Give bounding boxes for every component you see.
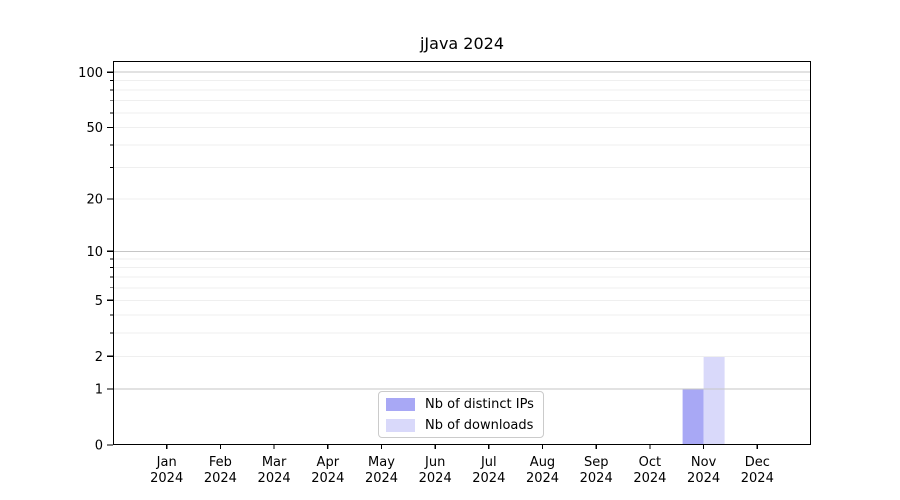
x-tick-label-year: 2024 bbox=[687, 471, 720, 486]
x-tick-label-year: 2024 bbox=[311, 471, 344, 486]
x-tick-label-year: 2024 bbox=[150, 471, 183, 486]
x-tick-label-month: Oct bbox=[639, 455, 661, 470]
x-axis: Jan2024Feb2024Mar2024Apr2024May2024Jun20… bbox=[150, 445, 774, 486]
y-tick-label: 20 bbox=[86, 193, 103, 208]
y-tick-label: 1 bbox=[95, 383, 103, 398]
legend-swatch-downloads bbox=[386, 418, 415, 432]
x-tick-label-month: Mar bbox=[262, 455, 287, 470]
y-axis: 0 1 2 5 10 20 50 100 bbox=[78, 66, 113, 454]
x-tick-label-month: Sep bbox=[584, 455, 609, 470]
x-tick-label-year: 2024 bbox=[365, 471, 398, 486]
x-tick-label-month: Jul bbox=[480, 455, 497, 470]
chart-title: jJava 2024 bbox=[419, 34, 505, 53]
bar-nov-2024-nb-of-distinct-ips bbox=[682, 389, 704, 445]
y-tick-label: 5 bbox=[95, 294, 103, 309]
legend-item-distinct-ips: Nb of distinct IPs bbox=[386, 397, 535, 412]
x-tick-label-year: 2024 bbox=[472, 471, 505, 486]
x-tick-label-month: Dec bbox=[745, 455, 770, 470]
gridlines bbox=[113, 71, 811, 390]
legend-label-distinct-ips: Nb of distinct IPs bbox=[425, 396, 534, 412]
x-tick-label-month: May bbox=[368, 455, 395, 470]
x-tick-label-year: 2024 bbox=[419, 471, 452, 486]
bar-nov-2024-nb-of-downloads bbox=[703, 356, 725, 445]
legend-swatch-distinct-ips bbox=[386, 397, 415, 411]
plot-spines bbox=[112, 60, 812, 446]
x-tick-label-year: 2024 bbox=[741, 471, 774, 486]
bars bbox=[682, 356, 725, 445]
x-tick-label-year: 2024 bbox=[526, 471, 559, 486]
y-tick-label: 10 bbox=[86, 245, 103, 260]
x-tick-label-year: 2024 bbox=[258, 471, 291, 486]
x-tick-label-month: Jun bbox=[424, 455, 445, 470]
x-tick-label-year: 2024 bbox=[204, 471, 237, 486]
y-tick-label: 2 bbox=[95, 350, 103, 365]
x-tick-label-month: Nov bbox=[691, 455, 717, 470]
x-tick-label-month: Apr bbox=[317, 455, 340, 470]
legend: Nb of distinct IPs Nb of downloads bbox=[378, 391, 544, 438]
x-tick-label-month: Aug bbox=[530, 455, 555, 470]
legend-item-downloads: Nb of downloads bbox=[386, 418, 535, 433]
y-tick-label: 0 bbox=[95, 439, 103, 454]
x-tick-label-year: 2024 bbox=[633, 471, 666, 486]
x-tick-label-year: 2024 bbox=[580, 471, 613, 486]
legend-label-downloads: Nb of downloads bbox=[425, 417, 534, 433]
x-tick-label-month: Jan bbox=[156, 455, 177, 470]
y-tick-label: 50 bbox=[86, 121, 103, 136]
y-tick-label: 100 bbox=[78, 66, 103, 81]
x-tick-label-month: Feb bbox=[209, 455, 232, 470]
